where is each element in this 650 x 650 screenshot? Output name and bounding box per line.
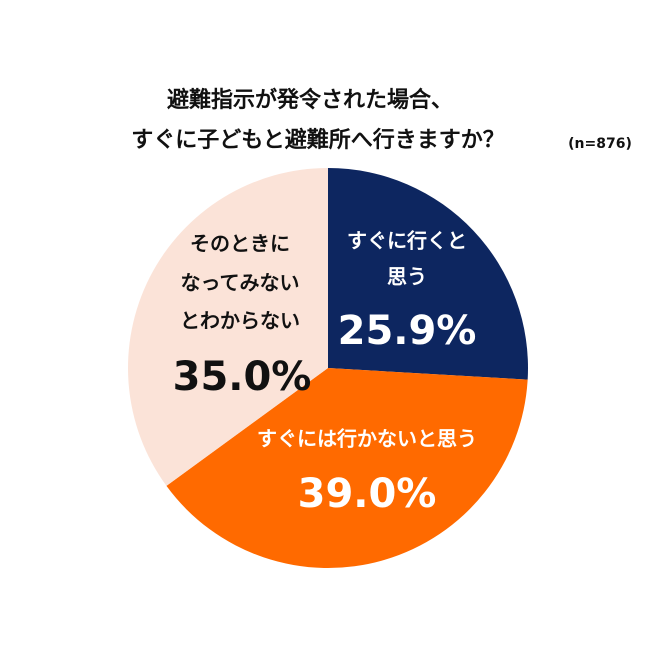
value-label: 35.0% (173, 354, 312, 400)
pie-slice (127, 168, 329, 486)
value-label: 39.0% (298, 471, 437, 517)
slice-label: 思う (387, 265, 427, 289)
pie-slice (328, 168, 528, 380)
slice-label: すぐに行くと (347, 229, 467, 253)
chart-title: 避難指示が発令された場合、 (167, 87, 453, 113)
value-label: 25.9% (338, 308, 477, 354)
slice-label: そのときに (190, 232, 290, 256)
slice-label: とわからない (180, 309, 300, 333)
pie-slice (166, 368, 528, 568)
sample-size: (n=876) (568, 136, 632, 152)
slice-label: すぐには行かないと思う (257, 427, 477, 451)
chart-title: すぐに子どもと避難所へ行きますか？ (131, 127, 505, 153)
slice-label: なってみない (181, 271, 300, 295)
